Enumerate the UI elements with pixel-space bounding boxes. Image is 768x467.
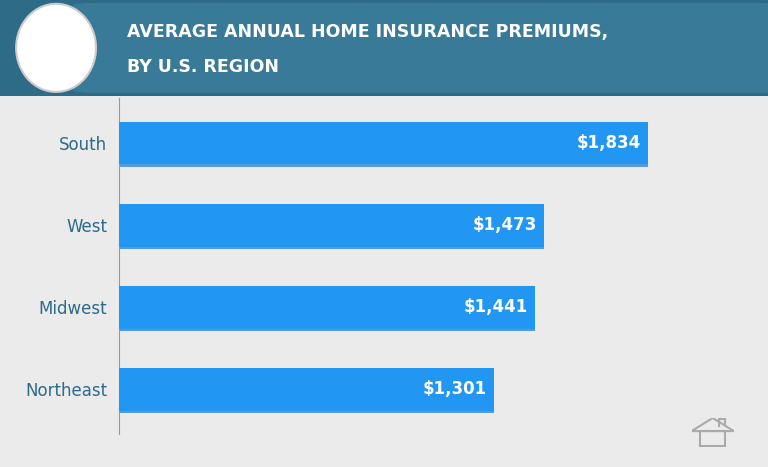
Ellipse shape <box>16 4 96 92</box>
FancyBboxPatch shape <box>119 163 648 167</box>
Text: $1,473: $1,473 <box>472 216 537 234</box>
Text: $1,834: $1,834 <box>577 134 641 152</box>
Text: AVERAGE ANNUAL HOME INSURANCE PREMIUMS,: AVERAGE ANNUAL HOME INSURANCE PREMIUMS, <box>127 22 607 41</box>
Text: BY U.S. REGION: BY U.S. REGION <box>127 58 279 76</box>
Bar <box>119 122 648 164</box>
FancyBboxPatch shape <box>119 327 535 332</box>
FancyBboxPatch shape <box>119 409 495 413</box>
Bar <box>119 286 535 328</box>
FancyBboxPatch shape <box>73 3 768 93</box>
FancyBboxPatch shape <box>0 0 768 96</box>
Bar <box>119 368 495 410</box>
Bar <box>119 204 544 247</box>
FancyBboxPatch shape <box>119 245 544 249</box>
Text: $1,301: $1,301 <box>423 380 487 398</box>
Text: $1,441: $1,441 <box>463 298 528 316</box>
